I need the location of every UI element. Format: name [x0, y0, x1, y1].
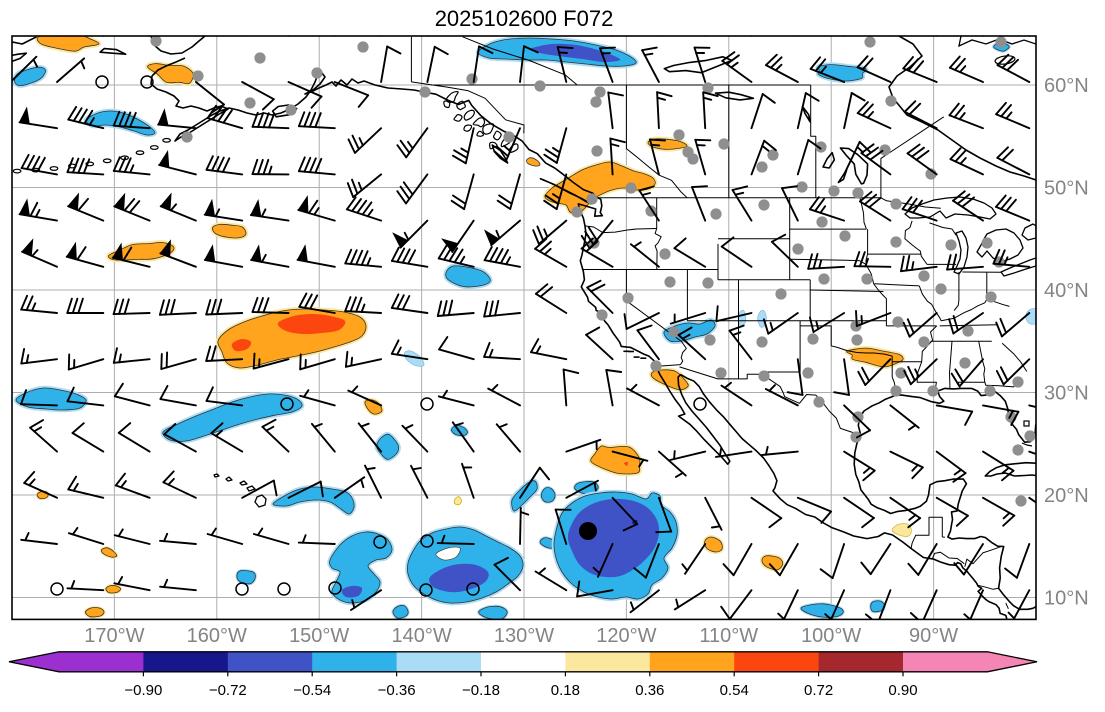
- svg-text:0.90: 0.90: [888, 682, 917, 699]
- svg-text:130°W: 130°W: [494, 625, 554, 647]
- svg-text:−0.36: −0.36: [378, 682, 416, 699]
- svg-text:0.18: 0.18: [551, 682, 580, 699]
- svg-text:−0.72: −0.72: [209, 682, 247, 699]
- svg-text:110°W: 110°W: [699, 625, 758, 647]
- svg-text:30°N: 30°N: [1044, 383, 1089, 405]
- svg-text:100°W: 100°W: [801, 625, 861, 647]
- svg-text:40°N: 40°N: [1044, 280, 1089, 302]
- svg-text:0.36: 0.36: [635, 682, 664, 699]
- svg-text:90°W: 90°W: [909, 625, 958, 647]
- svg-text:50°N: 50°N: [1044, 178, 1089, 200]
- svg-text:2025102600 F072: 2025102600 F072: [435, 6, 614, 31]
- svg-text:160°W: 160°W: [187, 625, 247, 647]
- svg-text:−0.90: −0.90: [124, 682, 162, 699]
- svg-text:−0.54: −0.54: [293, 682, 331, 699]
- svg-text:170°W: 170°W: [84, 625, 144, 647]
- svg-text:0.72: 0.72: [804, 682, 833, 699]
- svg-text:0.54: 0.54: [720, 682, 749, 699]
- svg-text:20°N: 20°N: [1044, 485, 1089, 507]
- svg-text:120°W: 120°W: [596, 625, 656, 647]
- svg-text:150°W: 150°W: [289, 625, 349, 647]
- svg-text:10°N: 10°N: [1044, 588, 1089, 610]
- svg-text:140°W: 140°W: [391, 625, 451, 647]
- svg-text:60°N: 60°N: [1044, 75, 1089, 97]
- svg-text:−0.18: −0.18: [462, 682, 500, 699]
